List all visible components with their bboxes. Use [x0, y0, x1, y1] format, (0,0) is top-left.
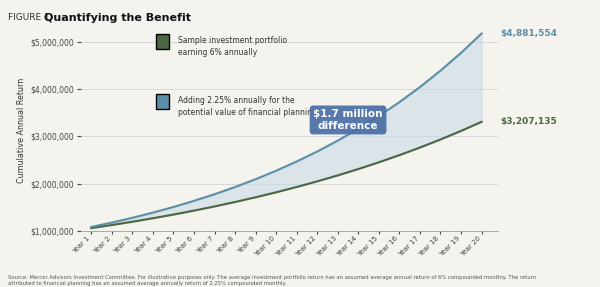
Text: Source: Mercer Advisors Investment Committee. For illustrative purposes only. Th: Source: Mercer Advisors Investment Commi… [8, 275, 536, 286]
Text: Quantifying the Benefit: Quantifying the Benefit [44, 13, 191, 23]
Text: FIGURE 1:: FIGURE 1: [8, 13, 55, 22]
FancyBboxPatch shape [156, 94, 169, 109]
Text: $1.7 million
difference: $1.7 million difference [313, 109, 383, 131]
Y-axis label: Cumulative Annual Return: Cumulative Annual Return [17, 78, 26, 183]
Text: Adding 2.25% annually for the
potential value of financial planning: Adding 2.25% annually for the potential … [178, 96, 317, 117]
Text: $4,881,554: $4,881,554 [500, 29, 557, 38]
Text: $3,207,135: $3,207,135 [500, 117, 557, 126]
FancyBboxPatch shape [156, 34, 169, 49]
Text: Sample investment portfolio
earning 6% annually: Sample investment portfolio earning 6% a… [178, 36, 287, 57]
